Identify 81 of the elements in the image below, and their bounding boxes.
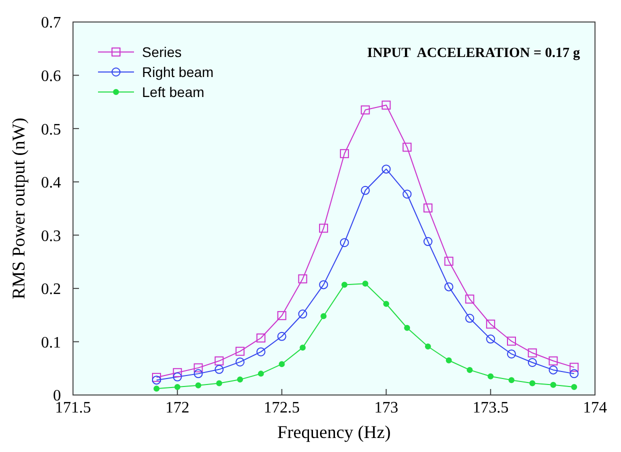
point bbox=[319, 224, 328, 233]
point bbox=[300, 344, 306, 351]
y-tick-label: 0.3 bbox=[41, 228, 61, 245]
y-tick-label: 0.5 bbox=[41, 121, 61, 138]
point bbox=[550, 382, 556, 388]
point bbox=[341, 282, 348, 288]
y-tick-label: 0.1 bbox=[41, 334, 61, 352]
point bbox=[571, 384, 578, 390]
x-tick-label: 172.5 bbox=[264, 399, 300, 416]
point bbox=[360, 105, 370, 114]
point bbox=[256, 347, 266, 356]
point bbox=[465, 294, 474, 304]
point bbox=[172, 372, 182, 382]
point bbox=[446, 357, 452, 364]
point bbox=[506, 336, 516, 346]
point bbox=[402, 190, 412, 199]
point bbox=[444, 282, 454, 292]
point bbox=[570, 362, 579, 372]
point bbox=[548, 356, 558, 366]
point bbox=[529, 380, 536, 386]
point bbox=[506, 349, 516, 358]
x-tick-label: 172 bbox=[165, 399, 190, 416]
x-tick-label: 174 bbox=[583, 399, 607, 416]
point bbox=[548, 365, 558, 374]
point bbox=[256, 333, 266, 342]
point bbox=[298, 274, 308, 284]
point bbox=[508, 377, 514, 384]
point bbox=[216, 380, 222, 386]
point bbox=[402, 142, 412, 152]
point bbox=[383, 300, 390, 307]
point bbox=[214, 356, 224, 366]
point bbox=[319, 280, 328, 290]
point bbox=[423, 237, 432, 246]
point bbox=[528, 358, 537, 367]
point bbox=[382, 100, 391, 110]
point bbox=[362, 280, 368, 287]
point bbox=[174, 384, 180, 390]
y-tick-label: 0.7 bbox=[41, 14, 61, 32]
point bbox=[486, 334, 496, 344]
point bbox=[237, 376, 244, 383]
point bbox=[277, 311, 286, 320]
point bbox=[570, 369, 579, 378]
point bbox=[360, 186, 370, 195]
y-tick-label: 0.2 bbox=[41, 281, 61, 298]
point bbox=[382, 164, 391, 174]
point bbox=[195, 382, 202, 388]
point bbox=[486, 320, 496, 329]
point bbox=[277, 332, 286, 341]
point bbox=[423, 203, 432, 212]
point bbox=[236, 357, 245, 366]
point bbox=[488, 373, 494, 380]
point bbox=[194, 363, 203, 372]
x-axis-title: Frequency (Hz) bbox=[277, 422, 391, 442]
point bbox=[298, 310, 308, 319]
point bbox=[424, 344, 431, 350]
point bbox=[528, 348, 537, 358]
x-tick-label: 173.5 bbox=[472, 399, 509, 416]
y-tick-label: 0.6 bbox=[41, 68, 61, 85]
point bbox=[404, 324, 410, 331]
point bbox=[465, 314, 474, 323]
x-tick-label: 173 bbox=[374, 399, 398, 416]
y-axis-title: RMS Power output (nW) bbox=[8, 118, 28, 300]
point bbox=[278, 361, 285, 368]
point bbox=[320, 313, 327, 320]
point bbox=[172, 368, 182, 378]
point bbox=[152, 376, 162, 385]
point bbox=[152, 372, 162, 382]
point bbox=[194, 369, 203, 378]
legend-label: Right beam bbox=[142, 64, 214, 80]
point bbox=[444, 256, 454, 266]
point bbox=[214, 364, 224, 374]
annotation: INPUT ACCELERATION = 0.17 g bbox=[367, 46, 580, 61]
point bbox=[258, 370, 264, 377]
point bbox=[466, 366, 473, 373]
point bbox=[340, 149, 349, 158]
legend-label: Left beam bbox=[142, 84, 204, 100]
point bbox=[236, 346, 245, 356]
point bbox=[154, 386, 160, 392]
y-tick-label: 0.4 bbox=[41, 174, 61, 192]
point bbox=[340, 238, 349, 248]
legend-label: Series bbox=[142, 44, 182, 60]
